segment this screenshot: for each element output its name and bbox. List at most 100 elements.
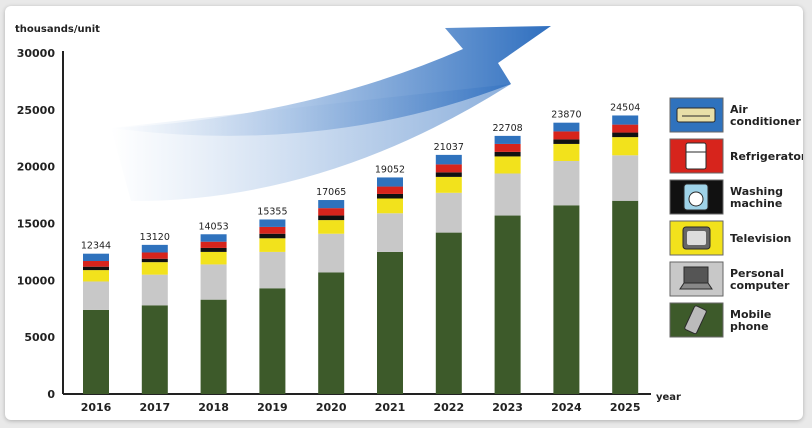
bar-segment-refrigerator (612, 124, 639, 133)
stacked-bar-chart: 0 5000 10000 15000 20000 25000 30000 thousands/… (15, 24, 803, 414)
bar-segment-washing-machine (553, 139, 580, 144)
bar-segment-personal-computer (553, 160, 580, 206)
bar-segment-refrigerator (553, 131, 580, 140)
bar-segment-refrigerator (435, 164, 462, 173)
legend-label: Refrigerator (730, 150, 803, 163)
bar-segment-television (435, 176, 462, 193)
legend-label: Washing (730, 185, 783, 198)
refrigerator-icon (685, 142, 707, 170)
bar-segment-washing-machine (494, 151, 521, 157)
bar-segment-washing-machine (259, 233, 286, 239)
bar-segment-mobile-phone (83, 309, 109, 394)
bar-segment-personal-computer (377, 213, 403, 252)
bar-segment-air-conditioner (318, 200, 345, 209)
bar-segment-air-conditioner (200, 234, 227, 242)
bar-segment-mobile-phone (259, 288, 286, 394)
washing-machine-icon (683, 183, 709, 211)
bar-segment-refrigerator (318, 208, 345, 216)
y-axis-label: thousands/unit (15, 24, 100, 35)
x-tick-label: 2020 (316, 401, 347, 414)
air-conditioner-icon (676, 107, 716, 123)
y-tick-label: 10000 (17, 274, 56, 287)
bar-2025: 24504 (610, 102, 640, 394)
legend-label: conditioner (730, 115, 801, 128)
bar-segment-washing-machine (200, 247, 227, 252)
bar-segment-television (83, 270, 109, 282)
legend-label: computer (730, 279, 790, 292)
bar-segment-washing-machine (435, 172, 462, 177)
bar-total-label: 22708 (492, 123, 522, 134)
bar-total-label: 21037 (434, 142, 464, 153)
y-tick-label: 5000 (24, 331, 55, 344)
bar-total-label: 15355 (257, 206, 287, 217)
bars: 12344 13120 14053 15355 17065 19052 21037 22708… (81, 102, 640, 394)
bar-segment-mobile-phone (141, 305, 168, 394)
x-tick-label: 2024 (551, 401, 582, 414)
y-tick-label: 0 (47, 388, 55, 401)
legend-label: Television (730, 232, 791, 245)
bar-segment-television (612, 137, 639, 156)
x-tick-label: 2021 (375, 401, 406, 414)
mobile-phone-icon (684, 305, 707, 335)
bar-segment-air-conditioner (494, 135, 521, 144)
x-tick-label: 2022 (433, 401, 464, 414)
bar-segment-refrigerator (83, 261, 109, 267)
bar-segment-personal-computer (259, 251, 286, 289)
bar-segment-television (553, 143, 580, 161)
bar-segment-television (259, 238, 286, 252)
bar-segment-mobile-phone (494, 215, 521, 394)
bar-segment-personal-computer (318, 233, 345, 273)
bar-segment-washing-machine (318, 215, 345, 221)
legend-label: phone (730, 320, 769, 333)
bar-segment-mobile-phone (553, 205, 580, 394)
y-tick-label: 15000 (17, 218, 56, 231)
bar-segment-television (318, 220, 345, 234)
bar-segment-mobile-phone (377, 251, 403, 394)
bar-segment-washing-machine (377, 193, 403, 199)
axes: 0 5000 10000 15000 20000 25000 30000 thousands/… (15, 24, 681, 414)
bar-total-label: 13120 (140, 232, 170, 243)
x-tick-label: 2025 (610, 401, 641, 414)
bar-segment-television (494, 156, 521, 174)
bar-segment-air-conditioner (141, 244, 168, 253)
bar-segment-personal-computer (435, 192, 462, 233)
television-icon (682, 226, 711, 250)
bar-2020: 17065 (316, 187, 346, 394)
bar-segment-air-conditioner (259, 219, 286, 227)
x-tick-label: 2019 (257, 401, 288, 414)
bar-2022: 21037 (434, 142, 464, 394)
bar-total-label: 19052 (375, 164, 405, 175)
x-tick-label: 2017 (139, 401, 170, 414)
bar-segment-personal-computer (83, 281, 109, 310)
bar-segment-air-conditioner (377, 177, 403, 187)
bar-segment-washing-machine (612, 132, 639, 138)
bar-2021: 19052 (375, 164, 405, 394)
personal-computer-icon (679, 266, 713, 290)
bar-total-label: 12344 (81, 241, 111, 252)
x-axis-label: year (656, 392, 681, 403)
bar-2017: 13120 (140, 232, 170, 394)
bar-segment-refrigerator (259, 226, 286, 234)
bar-segment-television (377, 198, 403, 214)
chart-card: 0 5000 10000 15000 20000 25000 30000 thousands/… (5, 6, 803, 420)
bar-segment-personal-computer (200, 264, 227, 300)
bar-segment-mobile-phone (612, 200, 639, 394)
bar-2024: 23870 (551, 110, 582, 394)
growth-arrow-body-lower (111, 84, 511, 202)
bar-total-label: 17065 (316, 187, 346, 198)
bar-segment-air-conditioner (612, 115, 639, 125)
bar-segment-air-conditioner (83, 253, 109, 262)
legend-label: machine (730, 197, 782, 210)
bar-segment-air-conditioner (553, 122, 580, 132)
bar-segment-refrigerator (494, 143, 521, 152)
bar-segment-washing-machine (83, 266, 109, 271)
x-tick-label: 2018 (198, 401, 229, 414)
legend-item-television: Television (669, 220, 791, 256)
bar-segment-personal-computer (494, 173, 521, 216)
bar-segment-mobile-phone (200, 299, 227, 394)
bar-segment-air-conditioner (435, 154, 462, 165)
